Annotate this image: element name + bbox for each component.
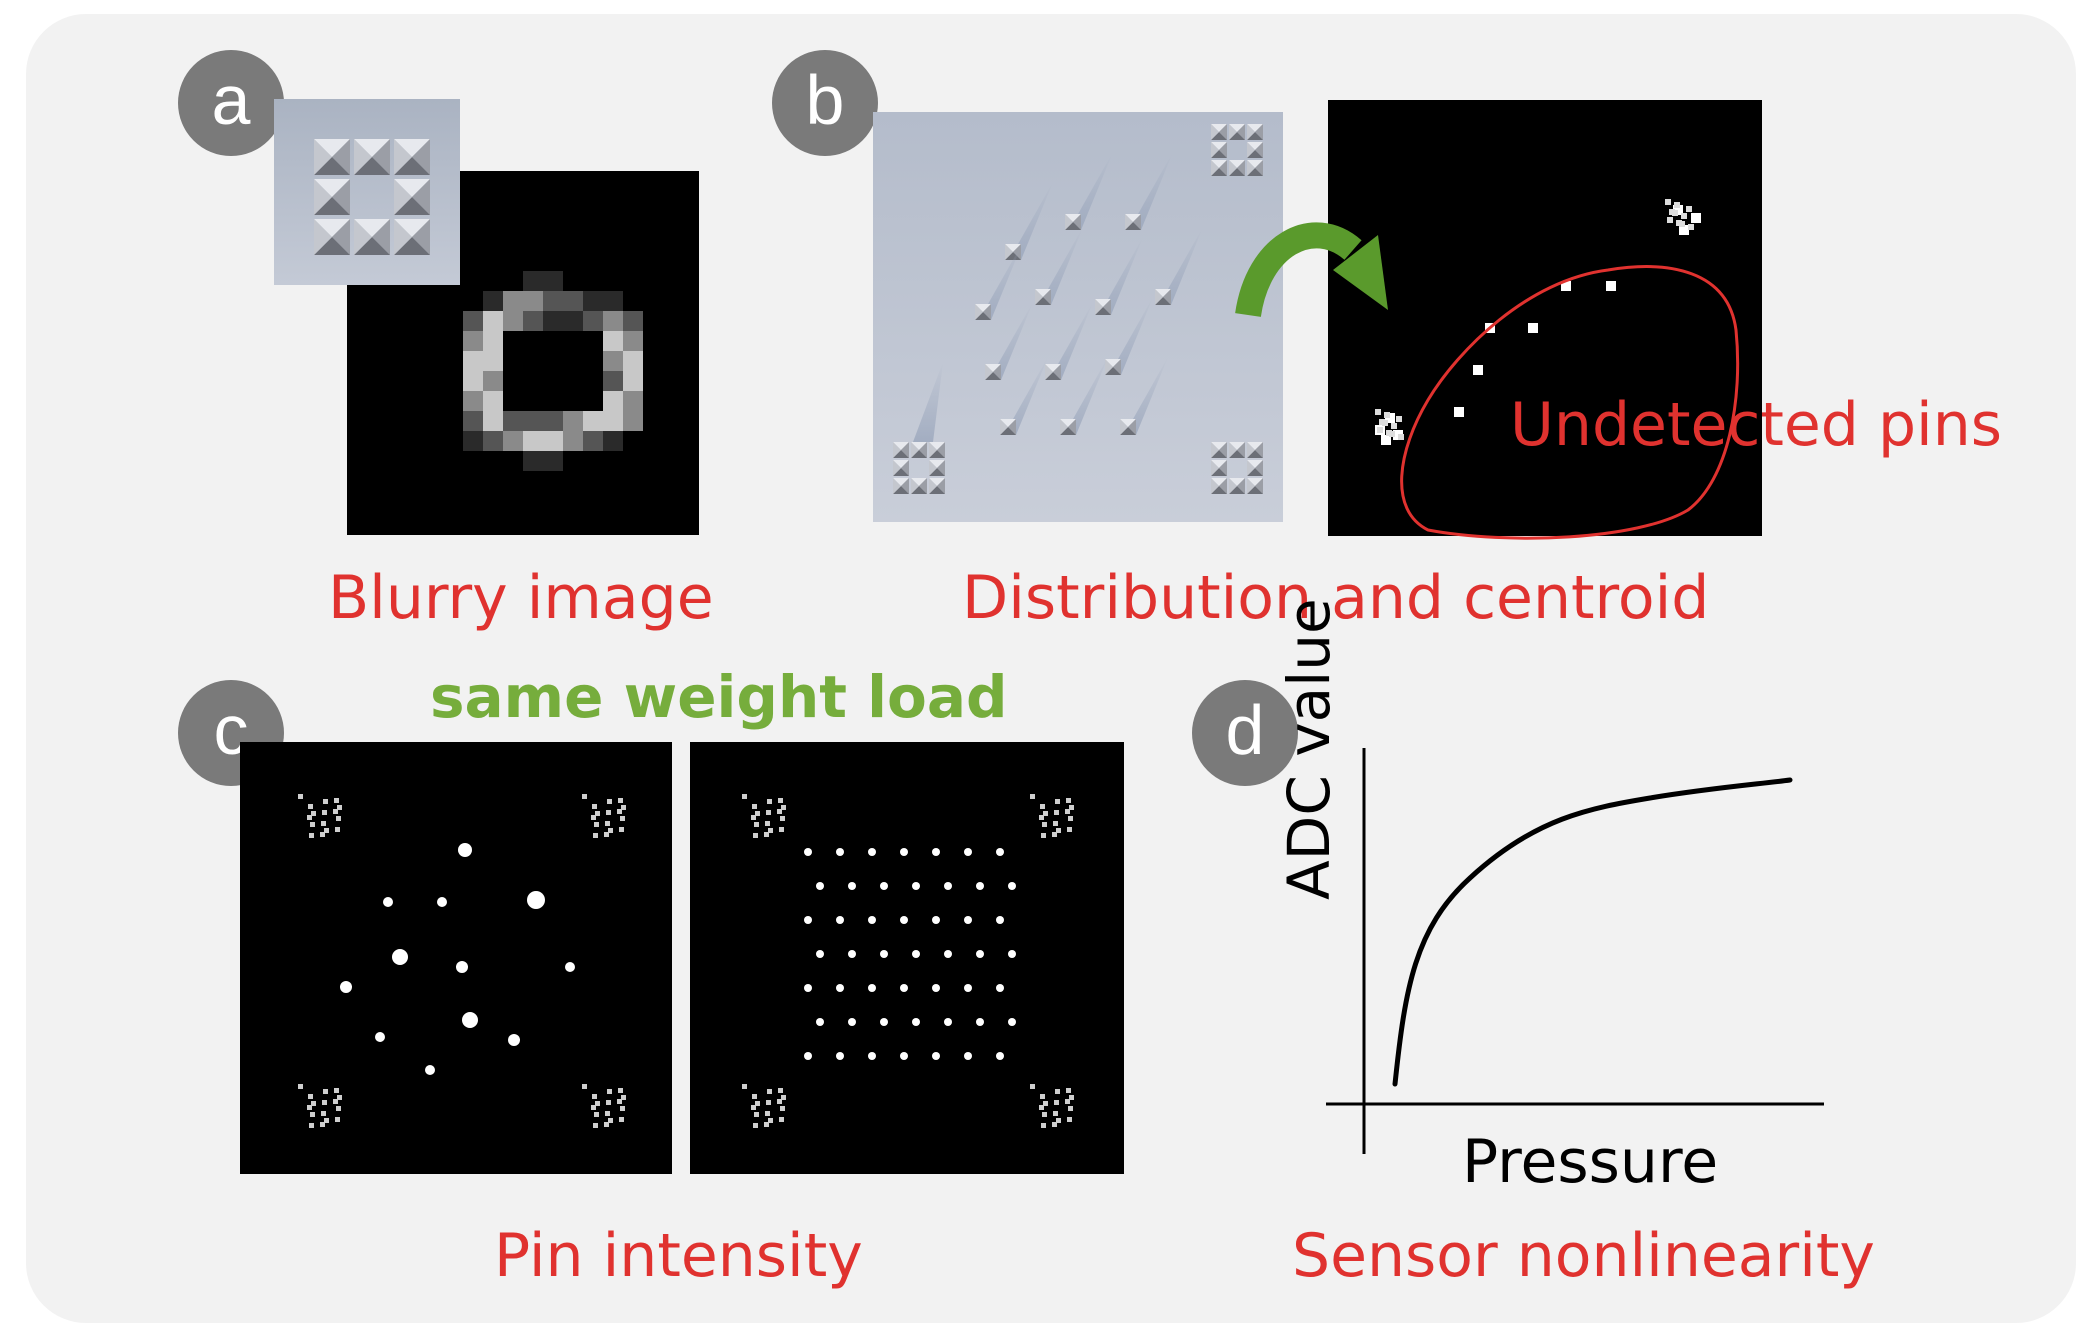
undetected-pins-label: Undetected pins bbox=[1510, 390, 2003, 460]
centroid-sensor-image bbox=[1328, 100, 1762, 540]
badge-d: d bbox=[1192, 680, 1298, 786]
undetected-region-outline bbox=[1400, 265, 1740, 540]
same-weight-header: same weight load bbox=[430, 663, 1008, 731]
pin-intensity-image-right bbox=[690, 742, 1124, 1174]
caption-c: Pin intensity bbox=[494, 1221, 863, 1291]
pin-array-render-large bbox=[873, 112, 1283, 522]
caption-b: Distribution and centroid bbox=[962, 563, 1710, 633]
nonlinearity-plot bbox=[1326, 748, 1824, 1154]
caption-a: Blurry image bbox=[328, 563, 714, 633]
pin-array-render-small bbox=[274, 99, 460, 285]
y-axis-label: ADC value bbox=[1275, 598, 1343, 900]
badge-a: a bbox=[178, 50, 284, 156]
caption-d: Sensor nonlinearity bbox=[1292, 1221, 1875, 1291]
badge-b: b bbox=[772, 50, 878, 156]
x-axis-label: Pressure bbox=[1462, 1127, 1719, 1197]
adc-curve bbox=[1392, 777, 1793, 1087]
transform-arrow-icon bbox=[1235, 222, 1388, 318]
pin-intensity-image-left bbox=[240, 742, 672, 1174]
